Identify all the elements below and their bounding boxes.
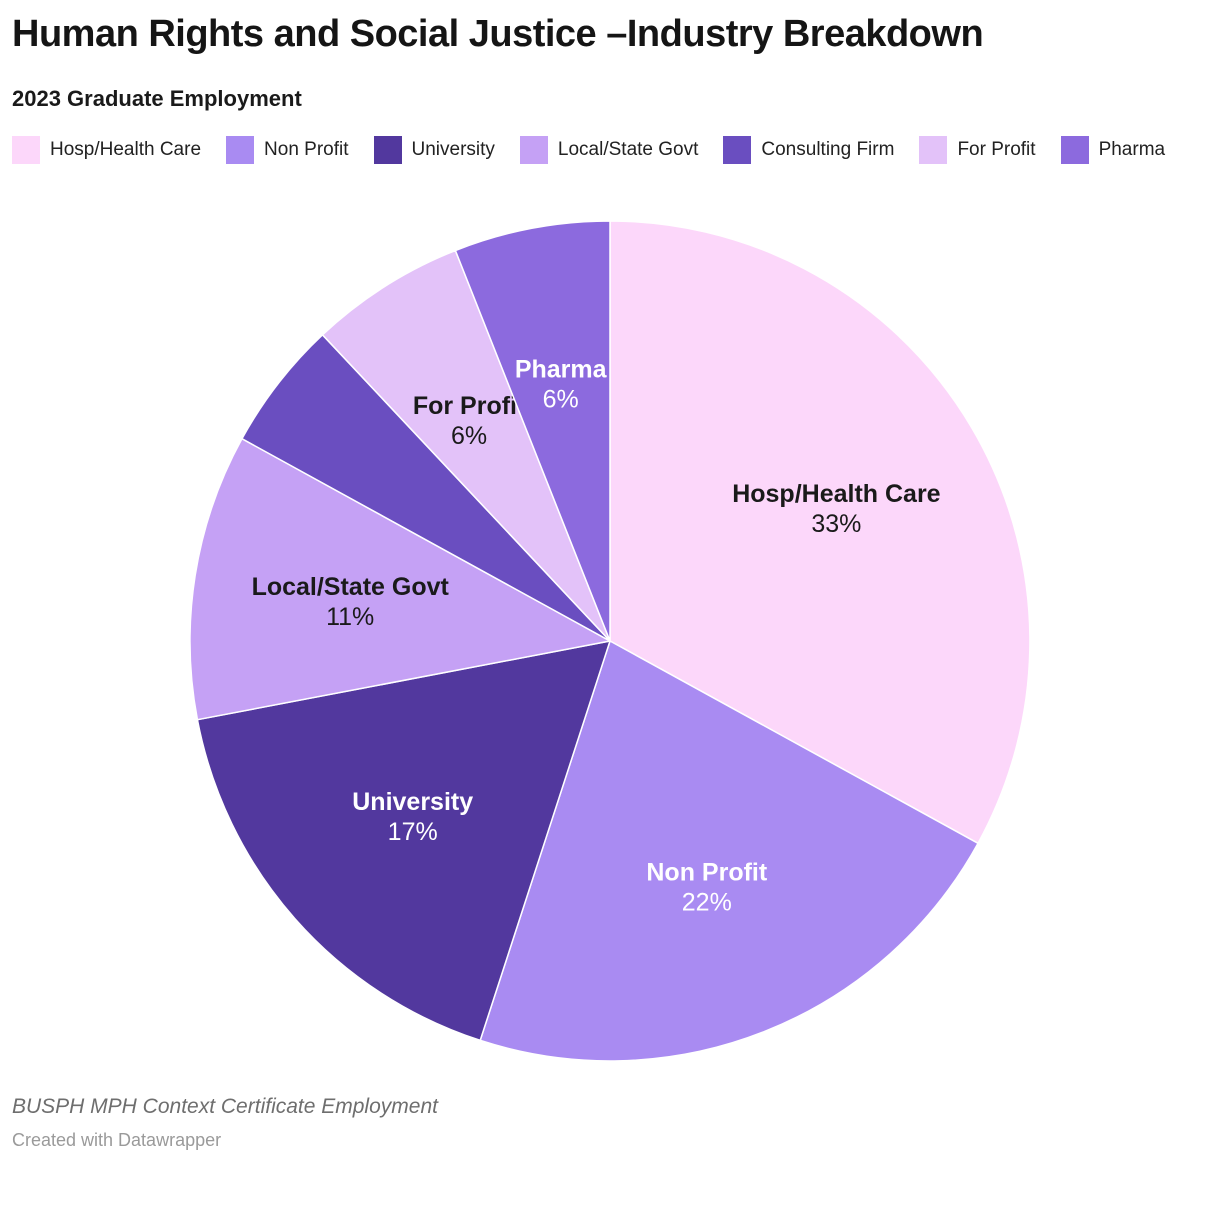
pie-slice-pharma[interactable]	[454, 219, 611, 642]
legend-swatch-for-profit	[919, 135, 948, 164]
legend-item-consulting-firm: Consulting Firm	[723, 135, 895, 164]
legend-swatch-consulting-firm	[723, 135, 752, 164]
legend-swatch-local-state-govt	[519, 135, 548, 164]
legend-item-local-state-govt: Local/State Govt	[519, 135, 699, 164]
slice-value-pharma: 6%	[543, 385, 579, 413]
legend-label: Consulting Firm	[761, 138, 895, 160]
slice-label-non-profit: Non Profit	[646, 858, 767, 886]
slice-value-for-profit: 6%	[451, 421, 487, 449]
chart-title: Human Rights and Social Justice –Industr…	[12, 13, 984, 55]
legend-label: Non Profit	[264, 138, 349, 160]
legend-swatch-non-profit	[226, 135, 255, 164]
legend-item-hosp-health-care: Hosp/Health Care	[12, 135, 202, 164]
legend-label: University	[411, 138, 495, 160]
legend-swatch-pharma	[1060, 135, 1089, 164]
pie-slice-non-profit[interactable]	[479, 639, 979, 1062]
chart-header: Human Rights and Social Justice –Industr…	[0, 0, 1220, 112]
datawrapper-attribution: Created with Datawrapper	[12, 1129, 222, 1150]
pie-slice-hosp-health-care[interactable]	[609, 219, 1031, 844]
slice-label-for-profit: For Profit	[413, 391, 526, 419]
pie-slice-university[interactable]	[196, 639, 611, 1041]
chart-subtitle: 2023 Graduate Employment	[12, 85, 302, 111]
legend-swatch-university	[373, 135, 402, 164]
slice-label-pharma: Pharma	[515, 355, 608, 383]
slice-value-hosp-health-care: 33%	[811, 510, 861, 538]
legend-item-university: University	[373, 135, 495, 164]
legend-item-pharma: Pharma	[1060, 135, 1166, 164]
slice-value-non-profit: 22%	[682, 888, 732, 916]
chart-footer: BUSPH MPH Context Certificate Employment…	[0, 1078, 1220, 1151]
legend-label: Local/State Govt	[557, 138, 699, 160]
legend-swatch-hosp-health-care	[12, 135, 40, 164]
slice-value-local-state-govt: 11%	[326, 602, 374, 630]
pie-slice-for-profit[interactable]	[321, 249, 611, 642]
legend-label: Pharma	[1098, 138, 1166, 160]
legend-item-for-profit: For Profit	[919, 135, 1036, 164]
slice-label-hosp-health-care: Hosp/Health Care	[732, 480, 940, 508]
legend-item-non-profit: Non Profit	[226, 135, 349, 164]
slice-value-university: 17%	[388, 817, 438, 845]
slice-label-university: University	[352, 787, 473, 815]
legend-label: For Profit	[957, 138, 1036, 160]
legend-label: Hosp/Health Care	[50, 138, 202, 160]
pie-slice-local-state-govt[interactable]	[189, 437, 611, 721]
slice-label-local-state-govt: Local/State Govt	[252, 572, 450, 600]
legend: Hosp/Health Care Non Profit University Loca…	[12, 135, 1208, 164]
source-note: BUSPH MPH Context Certificate Employment	[12, 1094, 438, 1118]
